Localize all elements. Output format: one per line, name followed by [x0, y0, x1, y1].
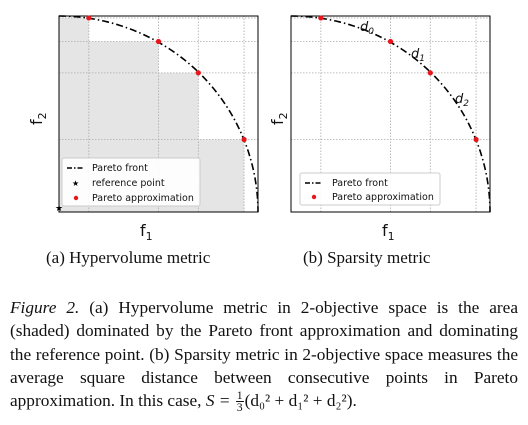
x-axis-label: f1 — [382, 221, 395, 243]
formula-lhs: S = — [205, 391, 235, 411]
distance-label-d0: d0 — [360, 20, 374, 37]
pareto-approximation-point — [195, 70, 201, 76]
figure-caption-text: (a) Hypervolume metric in 2-objective sp… — [10, 298, 518, 411]
subfigure-caption-a: (a) Hypervolume metric — [46, 248, 211, 267]
legend-reference-marker: ★ — [72, 179, 79, 188]
figure-caption: Figure 2. (a) Hypervolume metric in 2-ob… — [10, 296, 518, 414]
distance-label-d2: d2 — [455, 92, 469, 109]
pareto-approximation-point — [155, 38, 162, 45]
y-axis-label: f2 — [27, 112, 49, 125]
pareto-approximation-point — [241, 136, 247, 143]
formula-rhs: (d₀² + d₁² + d₂²). — [244, 391, 357, 411]
pareto-approximation-point — [86, 15, 92, 21]
legend-approx-marker — [73, 195, 79, 201]
distance-label-d1: d1 — [411, 47, 425, 64]
pareto-approximation-point — [473, 136, 479, 143]
pareto-approximation-points — [318, 15, 479, 143]
pareto-approximation-point — [427, 70, 433, 76]
legend-reference-point: reference point — [92, 178, 165, 189]
legend-approx-marker — [311, 194, 317, 200]
subfigure-caption-b: (b) Sparsity metric — [303, 248, 431, 267]
plot-frame — [290, 15, 491, 213]
reference-point-marker: ★ — [55, 204, 63, 214]
plot-frame — [58, 15, 259, 213]
pareto-approximation-point — [318, 15, 324, 21]
pareto-approximation-point — [387, 38, 394, 45]
legend-pareto-approximation: Pareto approximation — [92, 193, 194, 204]
sparsity-formula: S = 1 3 (d₀² + d₁² + d₂²). — [205, 389, 357, 415]
legend: Pareto front ★ reference point Pareto ap… — [61, 157, 201, 207]
y-axis-label: f2 — [268, 112, 290, 125]
pareto-approximation-points — [86, 15, 247, 143]
legend: Pareto front Pareto approximation — [299, 172, 441, 206]
x-axis-label: f1 — [140, 221, 153, 243]
figure-caption-label: Figure 2. — [10, 298, 80, 317]
legend-pareto-approximation: Pareto approximation — [332, 192, 434, 203]
legend-pareto-front: Pareto front — [92, 163, 148, 174]
legend-pareto-front: Pareto front — [332, 178, 388, 189]
